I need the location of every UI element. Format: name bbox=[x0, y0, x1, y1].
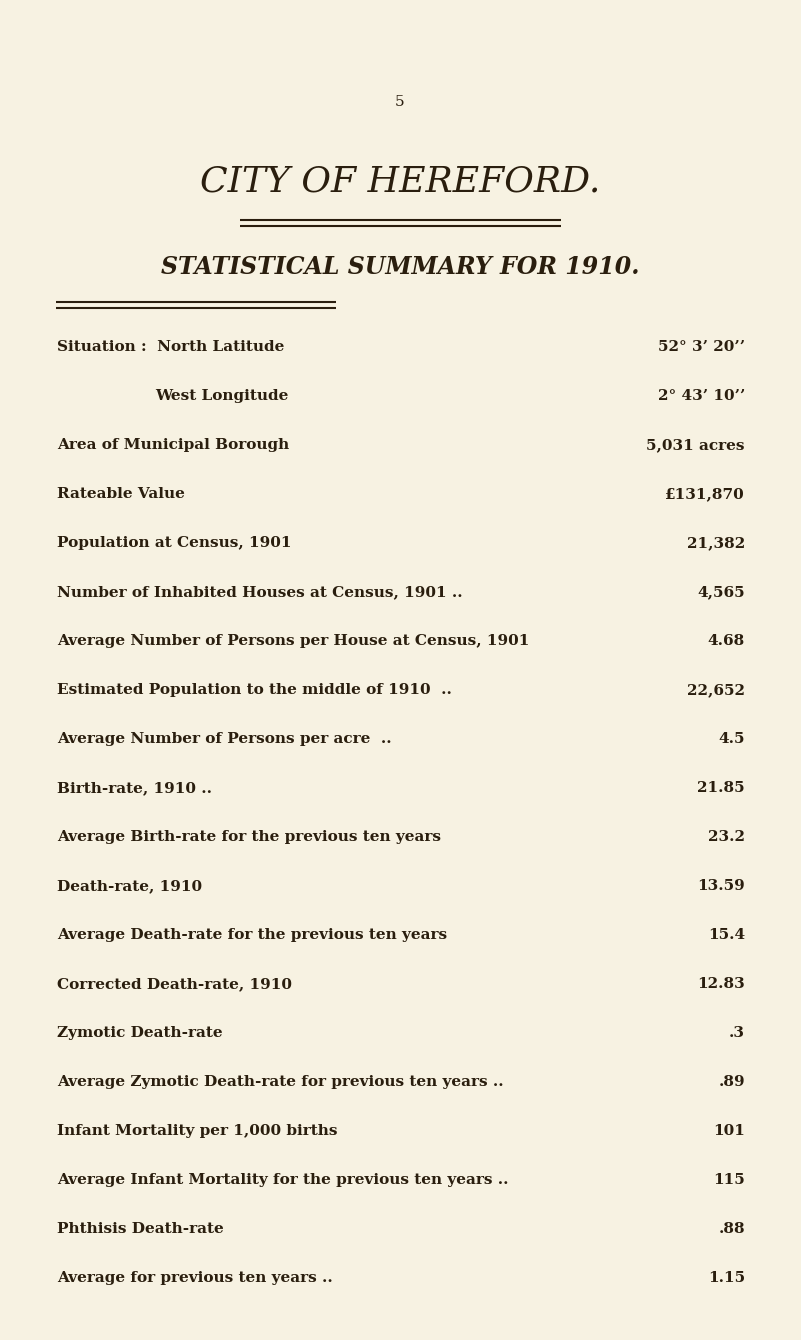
Text: Corrected Death-rate, 1910: Corrected Death-rate, 1910 bbox=[57, 977, 292, 992]
Text: Death-rate, 1910: Death-rate, 1910 bbox=[57, 879, 202, 892]
Text: 21.85: 21.85 bbox=[698, 781, 745, 795]
Text: Area of Municipal Borough: Area of Municipal Borough bbox=[57, 438, 289, 452]
Text: 52° 3’ 20’’: 52° 3’ 20’’ bbox=[658, 340, 745, 354]
Text: 4.5: 4.5 bbox=[718, 732, 745, 746]
Text: 4,565: 4,565 bbox=[698, 586, 745, 599]
Text: STATISTICAL SUMMARY FOR 1910.: STATISTICAL SUMMARY FOR 1910. bbox=[161, 255, 639, 279]
Text: Phthisis Death-rate: Phthisis Death-rate bbox=[57, 1222, 223, 1235]
Text: 15.4: 15.4 bbox=[708, 929, 745, 942]
Text: Population at Census, 1901: Population at Census, 1901 bbox=[57, 536, 292, 549]
Text: Average Death-rate for the previous ten years: Average Death-rate for the previous ten … bbox=[57, 929, 447, 942]
Text: 5,031 acres: 5,031 acres bbox=[646, 438, 745, 452]
Text: Rateable Value: Rateable Value bbox=[57, 486, 185, 501]
Text: Birth-rate, 1910 ..: Birth-rate, 1910 .. bbox=[57, 781, 212, 795]
Text: Average Number of Persons per acre  ..: Average Number of Persons per acre .. bbox=[57, 732, 392, 746]
Text: .89: .89 bbox=[718, 1075, 745, 1089]
Text: 101: 101 bbox=[713, 1124, 745, 1138]
Text: West Longitude: West Longitude bbox=[155, 389, 288, 403]
Text: £131,870: £131,870 bbox=[666, 486, 745, 501]
Text: 22,652: 22,652 bbox=[687, 683, 745, 697]
Text: 23.2: 23.2 bbox=[708, 829, 745, 844]
Text: 21,382: 21,382 bbox=[686, 536, 745, 549]
Text: 13.59: 13.59 bbox=[697, 879, 745, 892]
Text: 12.83: 12.83 bbox=[697, 977, 745, 992]
Text: Estimated Population to the middle of 1910  ..: Estimated Population to the middle of 19… bbox=[57, 683, 452, 697]
Text: Number of Inhabited Houses at Census, 1901 ..: Number of Inhabited Houses at Census, 19… bbox=[57, 586, 463, 599]
Text: 2° 43’ 10’’: 2° 43’ 10’’ bbox=[658, 389, 745, 403]
Text: CITY OF HEREFORD.: CITY OF HEREFORD. bbox=[199, 165, 600, 200]
Text: Situation :  North Latitude: Situation : North Latitude bbox=[57, 340, 284, 354]
Text: Average Zymotic Death-rate for previous ten years ..: Average Zymotic Death-rate for previous … bbox=[57, 1075, 504, 1089]
Text: 1.15: 1.15 bbox=[708, 1272, 745, 1285]
Text: Average Birth-rate for the previous ten years: Average Birth-rate for the previous ten … bbox=[57, 829, 441, 844]
Text: .3: .3 bbox=[729, 1026, 745, 1040]
Text: Average Infant Mortality for the previous ten years ..: Average Infant Mortality for the previou… bbox=[57, 1172, 509, 1187]
Text: Average Number of Persons per House at Census, 1901: Average Number of Persons per House at C… bbox=[57, 634, 529, 649]
Text: 115: 115 bbox=[713, 1172, 745, 1187]
Text: Infant Mortality per 1,000 births: Infant Mortality per 1,000 births bbox=[57, 1124, 337, 1138]
Text: Zymotic Death-rate: Zymotic Death-rate bbox=[57, 1026, 223, 1040]
Text: 5: 5 bbox=[395, 95, 405, 109]
Text: .88: .88 bbox=[718, 1222, 745, 1235]
Text: 4.68: 4.68 bbox=[708, 634, 745, 649]
Text: Average for previous ten years ..: Average for previous ten years .. bbox=[57, 1272, 332, 1285]
